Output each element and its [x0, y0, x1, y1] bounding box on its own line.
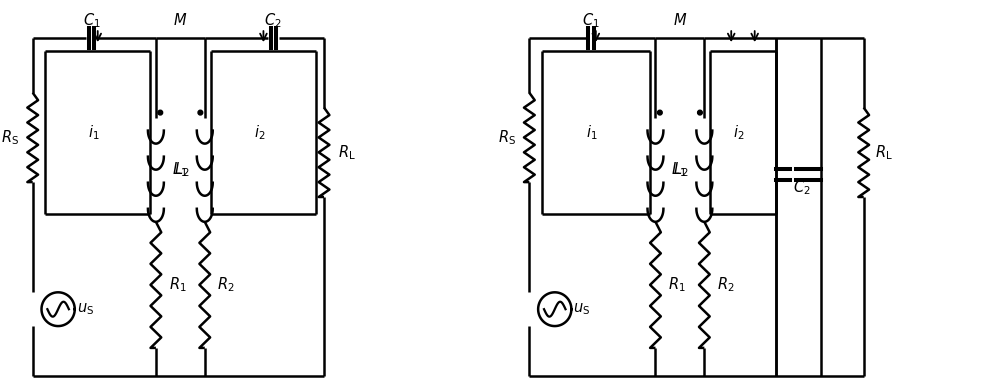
- Text: $M$: $M$: [673, 12, 687, 28]
- Text: $R_2$: $R_2$: [717, 276, 735, 294]
- Text: $C_2$: $C_2$: [793, 179, 811, 198]
- Circle shape: [158, 110, 163, 115]
- Text: $i_1$: $i_1$: [88, 123, 100, 142]
- Text: $C_1$: $C_1$: [83, 11, 100, 30]
- Text: $R_2$: $R_2$: [217, 276, 235, 294]
- Text: $R_\mathrm{S}$: $R_\mathrm{S}$: [1, 128, 19, 147]
- Circle shape: [698, 110, 702, 115]
- Circle shape: [198, 110, 203, 115]
- Text: $R_1$: $R_1$: [169, 276, 186, 294]
- Text: $R_\mathrm{L}$: $R_\mathrm{L}$: [875, 143, 893, 162]
- Text: $R_1$: $R_1$: [668, 276, 686, 294]
- Text: $i_2$: $i_2$: [733, 123, 745, 142]
- Text: $L_1$: $L_1$: [172, 160, 187, 179]
- Text: $i_1$: $i_1$: [586, 123, 598, 142]
- Text: $M$: $M$: [173, 12, 187, 28]
- Text: $R_\mathrm{L}$: $R_\mathrm{L}$: [338, 143, 356, 162]
- Text: $L_2$: $L_2$: [673, 160, 689, 179]
- Text: $C_1$: $C_1$: [582, 11, 600, 30]
- Text: $C_2$: $C_2$: [264, 11, 282, 30]
- Text: $R_\mathrm{S}$: $R_\mathrm{S}$: [498, 128, 516, 147]
- Text: $u_\mathrm{S}$: $u_\mathrm{S}$: [573, 301, 590, 317]
- Text: $u_\mathrm{S}$: $u_\mathrm{S}$: [77, 301, 94, 317]
- Circle shape: [658, 110, 662, 115]
- Text: $L_1$: $L_1$: [671, 160, 687, 179]
- Text: $L_2$: $L_2$: [174, 160, 189, 179]
- Text: $i_2$: $i_2$: [254, 123, 265, 142]
